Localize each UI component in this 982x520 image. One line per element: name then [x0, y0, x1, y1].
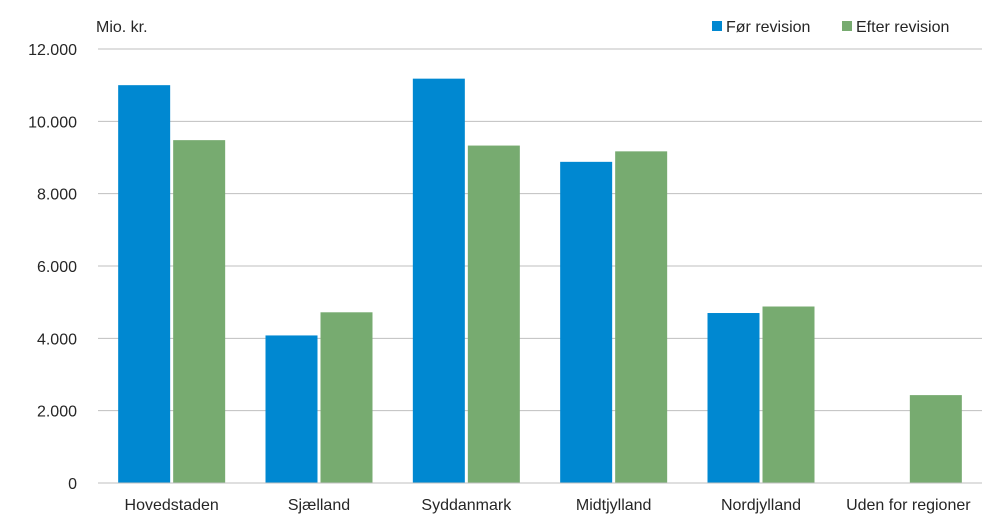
gridlines	[98, 48, 982, 412]
x-tick-label: Nordjylland	[721, 497, 801, 514]
bar	[909, 395, 962, 483]
legend-swatch	[712, 21, 722, 31]
bar	[118, 85, 171, 484]
x-tick-label: Sjælland	[288, 497, 350, 514]
y-tick-label: 10.000	[28, 114, 77, 131]
x-tick-label: Hovedstaden	[125, 497, 219, 514]
legend-label: Efter revision	[856, 19, 949, 36]
y-tick-label: 2.000	[37, 404, 77, 421]
x-axis-tick-labels: Hovedstaden Sjælland Syddanmark Midtjylland…	[125, 497, 972, 514]
y-tick-label: 0	[68, 476, 77, 493]
y-axis-unit-label: Mio. kr.	[96, 19, 148, 36]
y-tick-label: 8.000	[37, 187, 77, 204]
bar	[762, 306, 815, 483]
y-tick-label: 4.000	[37, 331, 77, 348]
legend-swatch	[842, 21, 852, 31]
bar	[265, 335, 318, 483]
x-tick-label: Syddanmark	[421, 497, 512, 514]
bar	[412, 78, 465, 483]
y-tick-label: 12.000	[28, 42, 77, 59]
legend-label: Før revision	[726, 19, 810, 36]
bar	[560, 161, 613, 483]
x-tick-label: Midtjylland	[576, 497, 652, 514]
y-axis-tick-labels: 0 2.000 4.000 6.000 8.000 10.000 12.000	[28, 42, 77, 493]
bar	[707, 313, 760, 483]
bar	[615, 151, 668, 483]
bar	[467, 145, 520, 483]
legend: Før revision Efter revision	[712, 19, 949, 36]
bars	[118, 78, 962, 484]
bar	[320, 312, 373, 483]
x-tick-label: Uden for regioner	[846, 497, 971, 514]
bar	[173, 140, 226, 483]
y-tick-label: 6.000	[37, 259, 77, 276]
